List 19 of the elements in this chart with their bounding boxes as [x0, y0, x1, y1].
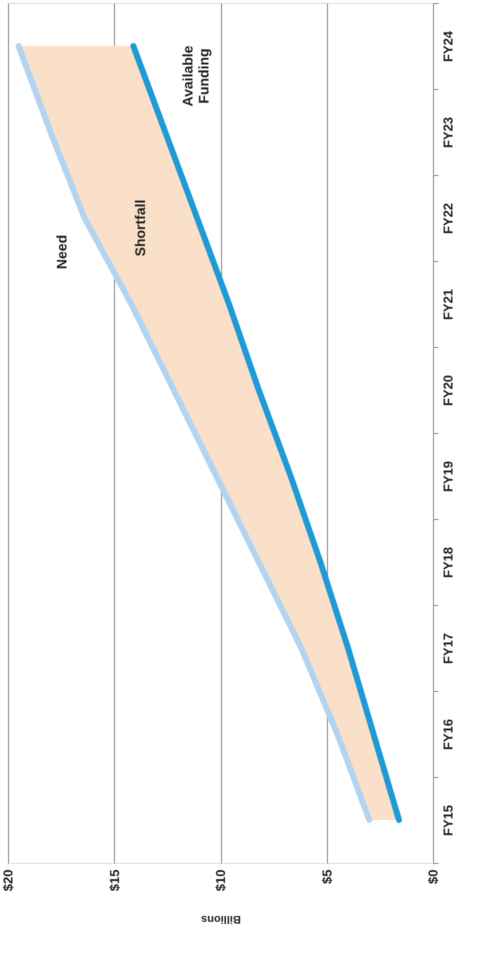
x-axis-title: Billions — [201, 913, 241, 926]
y-tick-label: FY21 — [440, 288, 456, 320]
y-tick-label: FY20 — [440, 374, 456, 406]
y-tick-label: FY19 — [440, 460, 456, 492]
text: Available Funding — [179, 45, 212, 106]
x-tick-label: $10 — [213, 870, 228, 892]
x-tick-label: $15 — [106, 870, 122, 892]
y-tick-label: FY18 — [440, 546, 456, 578]
text: Need — [54, 234, 70, 270]
annotation: Shortfall — [132, 200, 148, 256]
x-tick-label: $0 — [426, 870, 440, 884]
y-tick-label: FY15 — [440, 804, 456, 836]
y-tick-label: FY23 — [440, 116, 456, 148]
y-tick-label: FY16 — [440, 718, 456, 750]
x-tick-label: $20 — [0, 870, 16, 892]
y-tick-label: FY24 — [440, 30, 456, 62]
x-tick-label: $5 — [319, 870, 334, 884]
y-tick-label: FY17 — [440, 632, 456, 664]
y-tick-label: FY22 — [440, 202, 456, 234]
